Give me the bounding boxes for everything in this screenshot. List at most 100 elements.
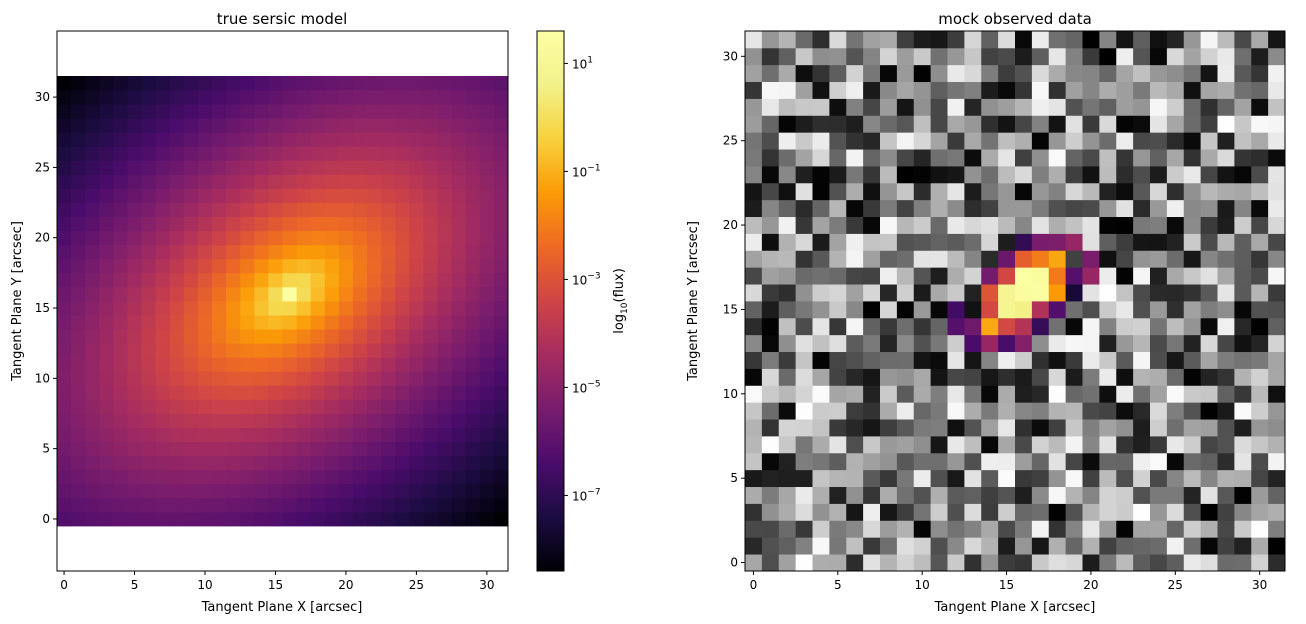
heatmap-cell	[169, 511, 185, 527]
heatmap-cell	[437, 343, 453, 358]
data-cell	[1200, 132, 1218, 150]
y-tick-label: 30	[723, 49, 738, 63]
data-cell	[829, 115, 847, 133]
heatmap-cell	[71, 76, 86, 91]
heatmap-cell	[155, 146, 171, 161]
heatmap-cell	[169, 132, 185, 147]
data-cell	[1217, 199, 1235, 218]
data-cell	[812, 301, 830, 319]
data-cell	[1082, 267, 1100, 285]
heatmap-cell	[310, 497, 326, 513]
heatmap-cell	[465, 315, 481, 330]
heatmap-cell	[71, 188, 86, 203]
heatmap-cell	[212, 174, 227, 189]
data-cell	[1268, 368, 1286, 386]
heatmap-cell	[437, 118, 453, 133]
heatmap-cell	[183, 146, 199, 161]
data-cell	[846, 115, 864, 133]
heatmap-cell	[254, 455, 269, 471]
data-cell	[1082, 284, 1100, 302]
data-cell	[1099, 47, 1117, 66]
heatmap-cell	[465, 455, 481, 471]
heatmap-cell	[437, 469, 453, 485]
heatmap-cell	[409, 244, 424, 260]
heatmap-cell	[183, 413, 199, 428]
data-cell	[930, 402, 948, 420]
heatmap-cell	[479, 132, 495, 147]
heatmap-cell	[113, 202, 128, 218]
data-cell	[1133, 368, 1151, 386]
heatmap-cell	[85, 427, 100, 443]
heatmap-cell	[71, 118, 86, 133]
data-cell	[1166, 503, 1185, 521]
data-cell	[896, 503, 915, 521]
heatmap-cell	[465, 230, 481, 246]
data-cell	[964, 182, 982, 201]
heatmap-cell	[282, 441, 297, 457]
data-cell	[913, 385, 932, 403]
data-cell	[1116, 469, 1134, 488]
heatmap-cell	[254, 258, 269, 274]
data-cell	[1082, 64, 1100, 83]
heatmap-cell	[381, 230, 396, 246]
data-cell	[896, 452, 915, 471]
data-cell	[1183, 419, 1202, 437]
heatmap-cell	[423, 329, 438, 344]
heatmap-cell	[451, 202, 467, 218]
heatmap-cell	[465, 188, 481, 203]
data-cell	[778, 520, 797, 538]
heatmap-cell	[310, 104, 326, 119]
heatmap-cell	[367, 118, 382, 133]
data-cell	[863, 64, 881, 83]
heatmap-cell	[381, 427, 396, 443]
heatmap-cell	[479, 413, 495, 428]
heatmap-cell	[352, 399, 368, 414]
data-cell	[1116, 47, 1134, 66]
data-cell	[1133, 47, 1151, 66]
heatmap-cell	[395, 132, 410, 147]
data-cell	[964, 216, 982, 234]
heatmap-cell	[113, 497, 128, 513]
colorbar-tick-label: 10−1	[572, 163, 601, 179]
heatmap-cell	[197, 497, 213, 513]
heatmap-cell	[183, 286, 199, 302]
heatmap-cell	[367, 385, 382, 400]
data-cell	[1048, 520, 1067, 538]
heatmap-cell	[254, 301, 269, 316]
data-cell	[1217, 98, 1235, 116]
heatmap-cell	[282, 455, 297, 471]
heatmap-cell	[493, 104, 509, 119]
data-cell	[1133, 149, 1151, 167]
data-cell	[1234, 182, 1252, 201]
heatmap-cell	[141, 272, 157, 288]
heatmap-cell	[310, 118, 326, 133]
data-cell	[1116, 334, 1134, 353]
data-cell	[812, 402, 830, 420]
data-cell	[1183, 317, 1202, 336]
heatmap-cell	[169, 258, 185, 274]
heatmap-cell	[310, 216, 326, 232]
heatmap-cell	[493, 202, 509, 218]
data-cell	[1048, 98, 1067, 116]
heatmap-cell	[395, 371, 410, 386]
right-xlabel: Tangent Plane X [arcsec]	[934, 600, 1096, 615]
data-cell	[1048, 250, 1067, 268]
colorbar-tick-label: 10−7	[572, 487, 601, 503]
heatmap-cell	[493, 146, 509, 161]
heatmap-cell	[127, 230, 142, 246]
data-cell	[1268, 317, 1286, 336]
heatmap-cell	[493, 511, 509, 527]
data-cell	[795, 182, 813, 201]
heatmap-cell	[226, 441, 241, 457]
heatmap-cell	[71, 272, 86, 288]
heatmap-cell	[197, 469, 213, 485]
x-tick-label: 30	[479, 578, 494, 592]
heatmap-cell	[395, 202, 410, 218]
heatmap-cell	[240, 244, 255, 260]
data-cell	[896, 115, 915, 133]
data-cell	[880, 132, 898, 150]
heatmap-cell	[197, 441, 213, 457]
data-cell	[964, 334, 982, 353]
data-cell	[1015, 452, 1033, 471]
